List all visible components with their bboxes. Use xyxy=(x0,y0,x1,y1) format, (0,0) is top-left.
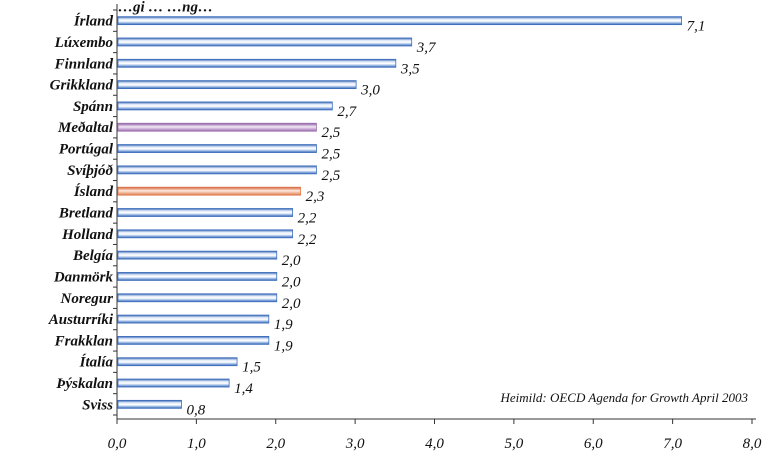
bar-bretland xyxy=(117,208,294,217)
category-label: Grikkland xyxy=(50,78,114,94)
x-tick-label: 6,0 xyxy=(584,436,603,452)
bar-austurríki xyxy=(117,314,270,324)
value-label: 3,7 xyxy=(416,40,437,56)
value-label: 1,9 xyxy=(274,317,293,333)
category-label: Frakklan xyxy=(54,333,113,349)
x-tick-label: 5,0 xyxy=(505,436,524,452)
bar-frakklan xyxy=(117,335,270,345)
value-label: 2,0 xyxy=(282,274,301,290)
category-label: Ítalía xyxy=(79,354,114,371)
category-label: Bretland xyxy=(58,206,114,222)
bar-holland xyxy=(117,229,294,239)
bar-belgía xyxy=(117,250,278,260)
category-label: Þýskalan xyxy=(55,376,113,392)
bar-spánn xyxy=(117,101,333,111)
x-tick-label: 7,0 xyxy=(663,436,682,452)
category-label: Danmörk xyxy=(53,269,114,285)
x-tick-label: 8,0 xyxy=(743,436,762,452)
bar-noregur xyxy=(117,293,278,303)
labels-layer: Írland 7,1 Lúxembo 3,7 Finnland 3,5 Grikkland 3… xyxy=(48,13,706,419)
value-label: 1,5 xyxy=(242,360,261,376)
x-tick-label: 4,0 xyxy=(425,436,444,452)
axis-layer: 0,0 1,0 2,0 3,0 4,0 5,0 6,0 7,0 8,0 xyxy=(108,4,762,452)
category-label: Austurríki xyxy=(48,312,114,328)
x-tick-label: 0,0 xyxy=(108,436,127,452)
category-label: Noregur xyxy=(59,291,113,307)
bar-þýskalan xyxy=(117,378,230,388)
bar-írland xyxy=(117,16,682,26)
value-label: 2,2 xyxy=(298,232,317,248)
bar-portúgal xyxy=(117,144,317,153)
value-label: 2,0 xyxy=(282,253,301,269)
value-label: 1,9 xyxy=(274,338,293,354)
value-label: 2,5 xyxy=(321,125,340,141)
bar-grikkland xyxy=(117,80,357,90)
x-tick-label: 2,0 xyxy=(266,436,285,452)
value-label: 2,3 xyxy=(306,189,325,205)
category-label: Holland xyxy=(61,227,113,243)
value-label: 2,2 xyxy=(298,211,317,227)
category-label: Meðaltal xyxy=(57,120,114,136)
bar-danmörk xyxy=(117,272,278,281)
value-label: 2,5 xyxy=(321,168,340,184)
category-label: Svíþjóð xyxy=(67,163,113,179)
x-tick-label: 1,0 xyxy=(187,436,206,452)
bar-svíþjóð xyxy=(117,165,317,175)
value-label: 3,0 xyxy=(360,83,380,99)
category-label: Finnland xyxy=(54,56,114,72)
category-label: Lúxembo xyxy=(54,35,113,51)
bar-sviss xyxy=(117,399,182,409)
value-label: 1,4 xyxy=(234,381,253,397)
category-label: Belgía xyxy=(72,248,113,264)
value-label: 2,0 xyxy=(282,296,301,312)
chart-title: …gi … …ng… xyxy=(118,0,213,16)
value-label: 0,8 xyxy=(187,402,206,418)
bar-finnland xyxy=(117,58,397,68)
bar-ísland xyxy=(117,186,301,196)
bar-lúxembo xyxy=(117,37,413,47)
x-tick-label: 3,0 xyxy=(345,436,365,452)
category-label: Ísland xyxy=(73,183,114,200)
category-label: Spánn xyxy=(73,99,113,115)
bars-layer xyxy=(117,16,682,409)
value-label: 2,5 xyxy=(321,147,340,163)
value-label: 3,5 xyxy=(400,61,420,77)
value-label: 2,7 xyxy=(337,104,357,120)
category-label: Írland xyxy=(73,13,114,30)
source-note: Heimild: OECD Agenda for Growth April 20… xyxy=(500,390,749,405)
bar-ítalía xyxy=(117,357,238,367)
bar-meðaltal xyxy=(117,122,317,132)
category-label: Sviss xyxy=(82,397,113,413)
category-label: Portúgal xyxy=(59,142,114,158)
value-label: 7,1 xyxy=(687,19,706,35)
